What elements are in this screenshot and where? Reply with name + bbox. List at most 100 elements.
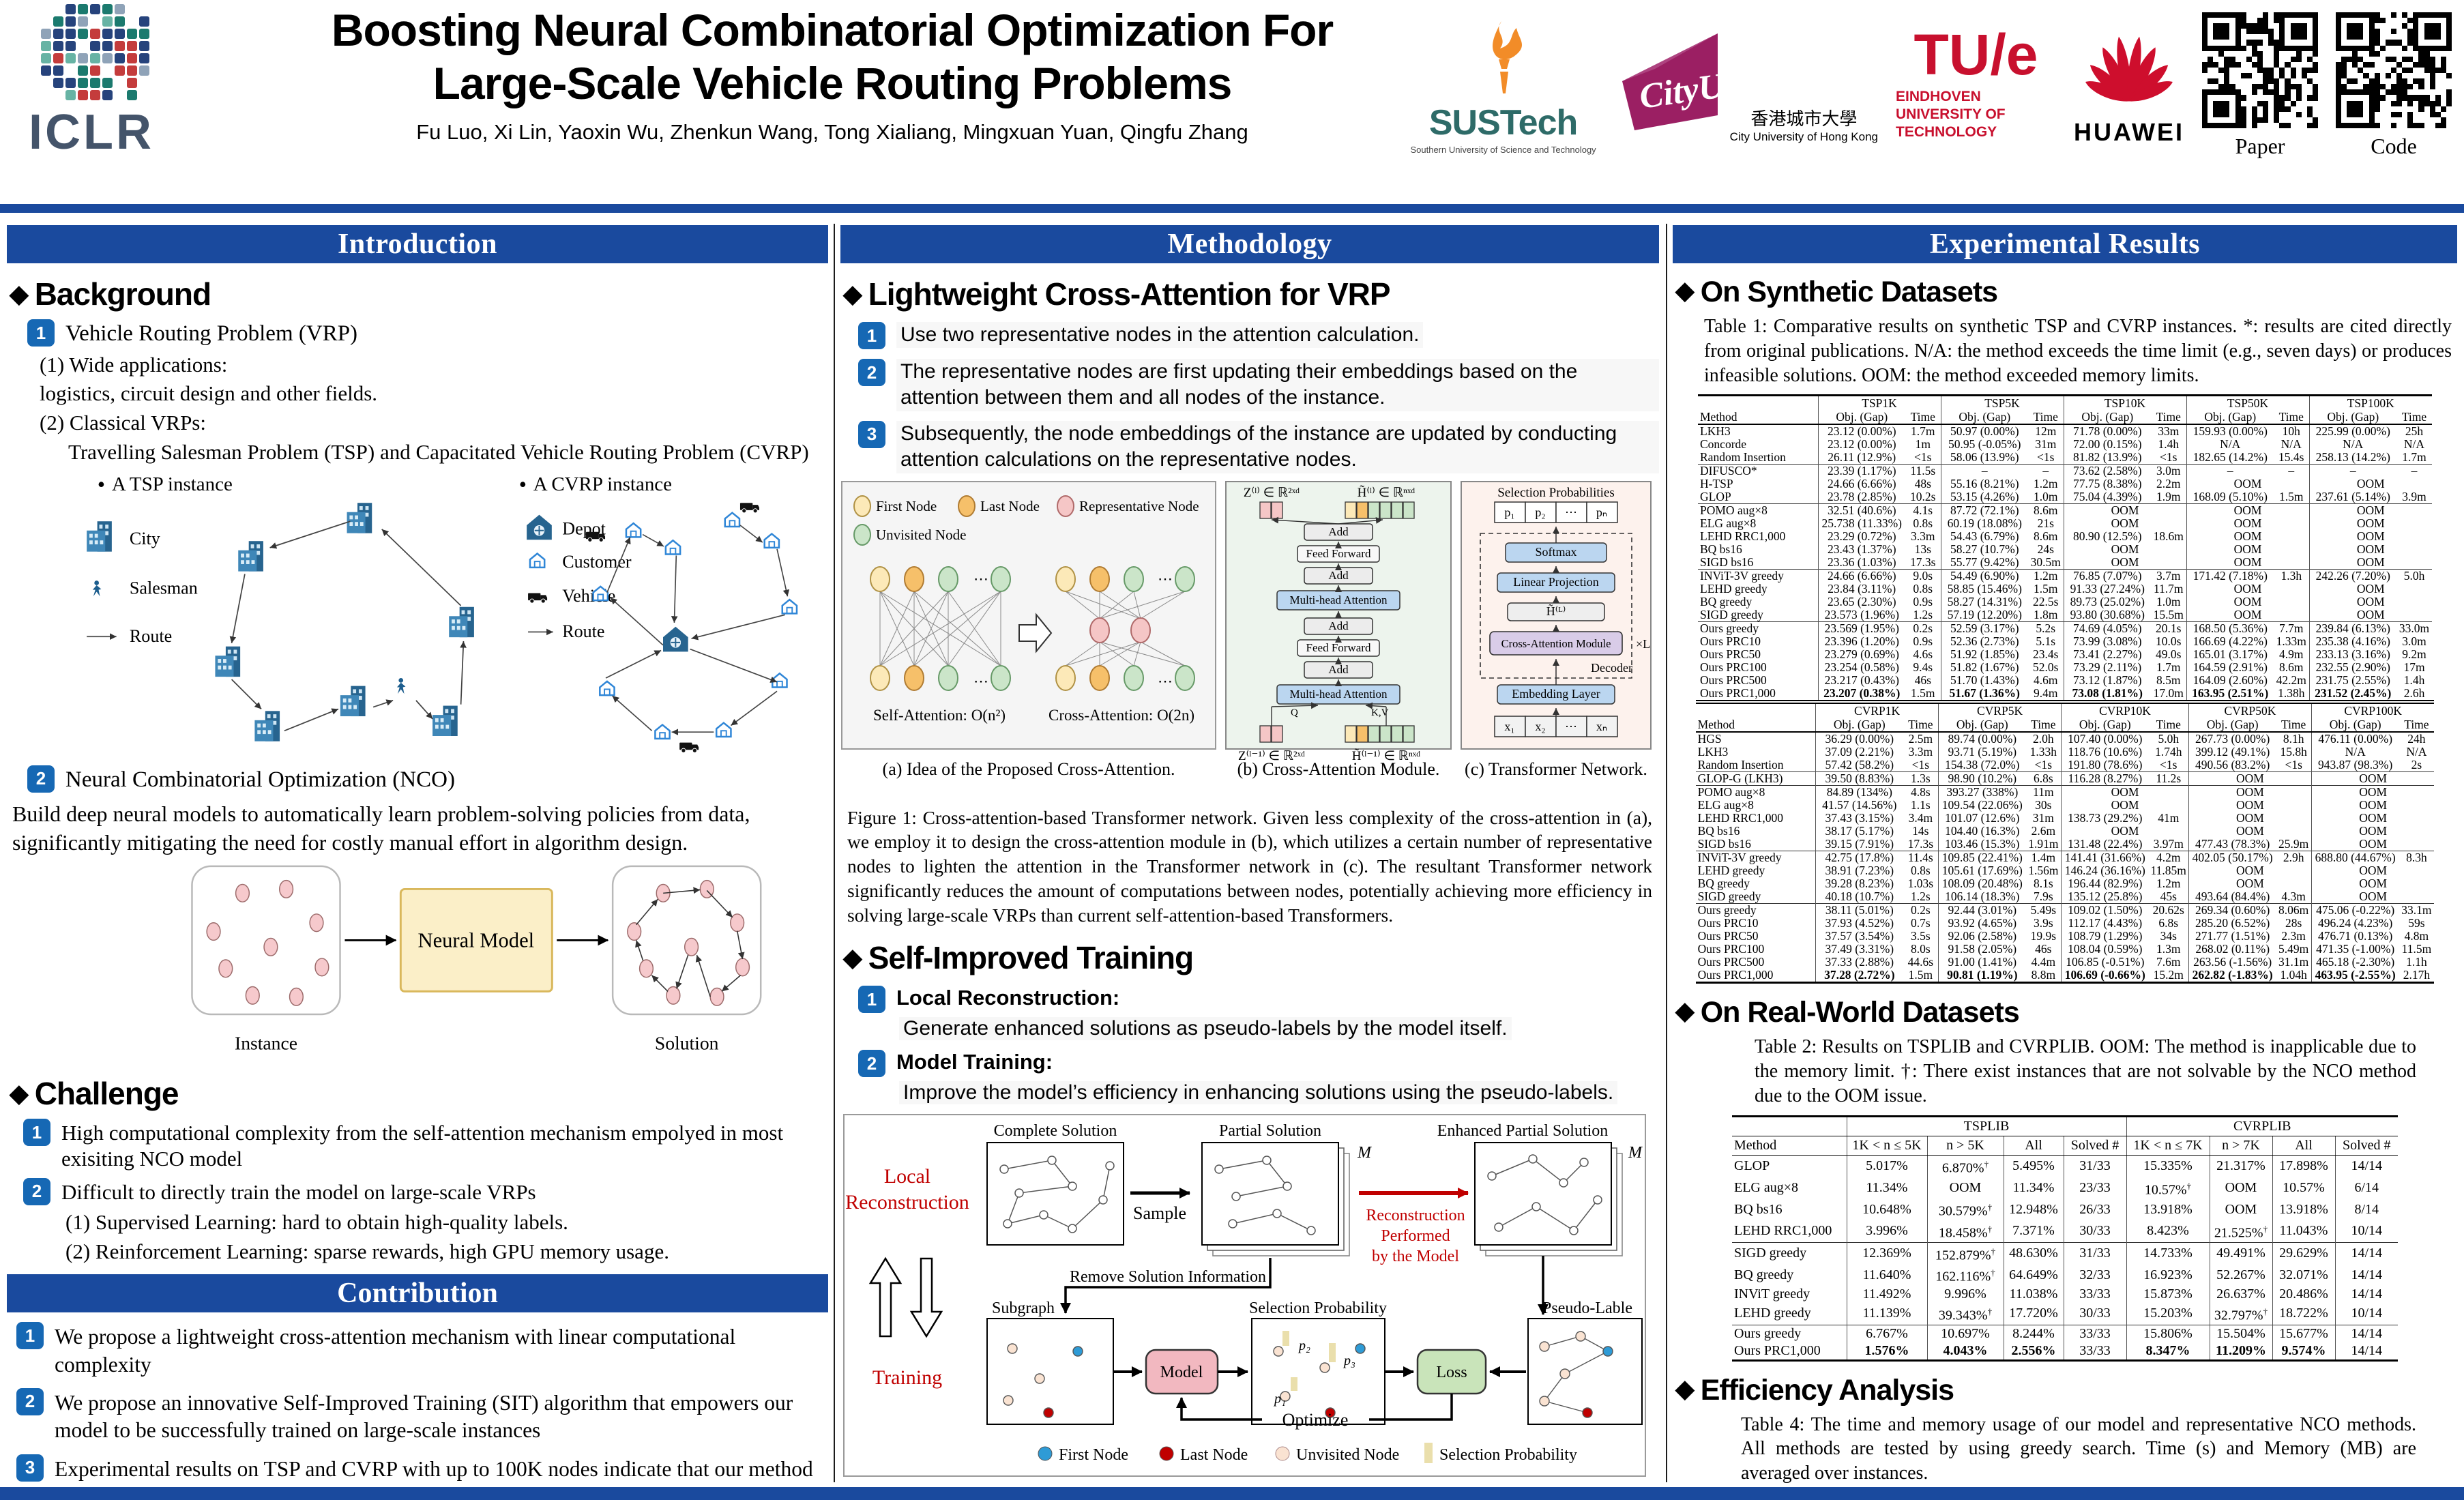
table-row: GLOP 5.017% 6.870%† 5.495% 31/33 15.335% 21.31… xyxy=(1732,1155,2398,1177)
iclr-logo-text: ICLR xyxy=(29,105,154,160)
local-label: Local xyxy=(884,1165,930,1188)
poster-title-line2: Large-Scale Vehicle Routing Problems xyxy=(432,57,1233,108)
challenge-2: 2 Difficult to directly train the model … xyxy=(23,1177,828,1205)
m-label-2: M xyxy=(1628,1144,1643,1162)
diamond-icon: ◆ xyxy=(10,280,29,308)
table-row: Ours PRC500 37.33 (2.88%) 44.6s 91.00 (1.41… xyxy=(1697,956,2427,969)
table-row: POMO aug×8 32.51 (40.6%) 4.1s 87.72 (72.1%)… xyxy=(1698,503,2432,518)
affiliation-logos: SUSTech Southern University of Science a… xyxy=(1410,12,2452,159)
badge-1: 1 xyxy=(23,1119,50,1147)
table-row: SIGD greedy 12.369% 152.879%† 48.630% 31/33 1… xyxy=(1732,1241,2398,1265)
table-row: GLOP-G (LKH3) 39.50 (8.83%) 1.3s 98.90 (10.… xyxy=(1695,771,2435,786)
m-label-1: M xyxy=(1357,1144,1373,1162)
fig1a-subcaption: (a) Idea of the Proposed Cross-Attention… xyxy=(883,759,1175,779)
svg-text:pₙ: pₙ xyxy=(1596,505,1607,519)
table-row: ELG aug×8 25.738 (11.33%) 0.8s 60.19 (18.08… xyxy=(1698,517,2432,531)
table-row: Ours PRC100 23.254 (0.58%) 9.4s 51.82 (1.67… xyxy=(1700,661,2425,675)
table2-caption: Table 2: Results on TSPLIB and CVRPLIB. … xyxy=(1755,1036,2416,1107)
first-node-swatch xyxy=(853,495,871,517)
synthetic-heading: ◆ On Synthetic Datasets xyxy=(1675,276,1998,308)
badge-2: 2 xyxy=(858,1050,885,1078)
table-row: Random Insertion 26.11 (12.9%) <1s 58.06 (1… xyxy=(1700,451,2426,465)
lca-bullet-1: 1 Use two representative nodes in the at… xyxy=(858,322,1659,349)
authors: Fu Luo, Xi Lin, Yaoxin Wu, Zhenkun Wang,… xyxy=(416,119,1248,144)
badge-2: 2 xyxy=(27,765,55,793)
results-header: Experimental Results xyxy=(1673,225,2457,263)
svg-text:x₁: x₁ xyxy=(1504,720,1514,733)
sit-heading: ◆ Self-Improved Training xyxy=(843,940,1194,976)
diamond-icon: ◆ xyxy=(843,280,862,308)
wide-apps-body: logistics, circuit design and other fiel… xyxy=(40,381,378,406)
svg-text:⋯: ⋯ xyxy=(973,673,988,690)
qr-paper-label: Paper xyxy=(2235,134,2285,158)
z-top-label: Z⁽ˡ⁾ ∈ ℝ²ˣᵈ xyxy=(1244,486,1300,500)
introduction-column: Introduction ◆ Background 1 Vehicle Routi… xyxy=(7,225,828,1500)
cityu-logo: CityU 香港城市大學 City University of Hong Kon… xyxy=(1614,28,1878,144)
cityu-english-name: City University of Hong Kong xyxy=(1729,130,1878,143)
methodology-column: Methodology ◆ Lightweight Cross-Attention… xyxy=(840,225,1659,1500)
table-row: BQ bs16 23.43 (1.37%) 13s 58.27 (10.7%) 24s O… xyxy=(1698,543,2432,557)
badge-3: 3 xyxy=(858,420,885,448)
z-bot-label: Z⁽ˡ⁻¹⁾ ∈ ℝ²ˣᵈ xyxy=(1238,749,1305,763)
bottom-bar xyxy=(0,1487,2464,1500)
tsp-graph xyxy=(215,502,474,741)
tsp-legend-route: Route xyxy=(130,626,172,646)
realworld-heading: ◆ On Real-World Datasets xyxy=(1675,996,2020,1029)
tue-logo: TU/e EINDHOVEN UNIVERSITY OF TECHNOLOGY xyxy=(1896,23,2056,141)
tue-name: TU/e xyxy=(1913,23,2038,87)
table-row: SIGD greedy 23.573 (1.96%) 1.2s 57.19 (12.2… xyxy=(1698,608,2432,622)
table1: TSP1K TSP5K TSP10K TSP50K TSP100K Method Obj. … xyxy=(1673,394,2457,984)
contribution-header: Contribution xyxy=(7,1274,828,1313)
sustech-name: SUSTech xyxy=(1428,102,1578,143)
table-row: Ours PRC100 37.49 (3.31%) 8.0s 91.58 (2.05%… xyxy=(1697,943,2432,956)
table-row: Random Insertion 57.42 (58.2%) <1s 154.38 (… xyxy=(1697,759,2422,772)
badge-1: 1 xyxy=(858,322,885,349)
tsp-legend-salesman: Salesman xyxy=(130,578,198,598)
classical-body: Travelling Salesman Problem (TSP) and Ca… xyxy=(68,439,809,464)
cityu-chinese-name: 香港城市大學 xyxy=(1750,108,1858,129)
table2-grid: TSPLIB CVRPLIB Method 1K < n ≤ 5K n > 5K All S… xyxy=(1732,1115,2398,1362)
sit-text-1: Generate enhanced solutions as pseudo-la… xyxy=(899,1017,1512,1041)
badge-2: 2 xyxy=(858,359,885,386)
table-row: LEHD RRC1,000 23.29 (0.72%) 3.3m 54.43 (6.7… xyxy=(1698,530,2432,544)
table2: TSPLIB CVRPLIB Method 1K < n ≤ 5K n > 5K All S… xyxy=(1673,1115,2457,1362)
model-box-label: Model xyxy=(1160,1364,1203,1381)
fig1c-subcaption: (c) Transformer Network. xyxy=(1465,759,1647,779)
svg-text:Add: Add xyxy=(1328,569,1349,582)
nco-paragraph: Build deep neural models to automaticall… xyxy=(12,802,750,855)
svg-text:Linear Projection: Linear Projection xyxy=(1513,575,1598,589)
badge-2: 2 xyxy=(23,1177,50,1205)
last-node-swatch xyxy=(958,495,976,517)
tsp-legend-city: City xyxy=(130,529,160,548)
table-row: Concorde 23.12 (0.00%) 1m 50.95 (-0.05%) 31m… xyxy=(1700,438,2425,452)
optimize-label: Optimize xyxy=(1282,1410,1349,1430)
decoder-label: Decoder xyxy=(1591,661,1632,675)
training-label: Training xyxy=(872,1366,942,1389)
svg-text:p₁: p₁ xyxy=(1504,505,1514,519)
svg-text:Add: Add xyxy=(1328,663,1349,676)
contribution-2: 2 We propose an innovative Self-Improved… xyxy=(16,1387,828,1445)
sustech-logo: SUSTech Southern University of Science a… xyxy=(1410,17,1596,155)
tsp-instance-title: A TSP instance xyxy=(112,473,233,495)
challenge-heading: ◆ Challenge xyxy=(10,1076,179,1112)
challenge-sub1: (1) Supervised Learning: hard to obtain … xyxy=(65,1209,568,1234)
methodology-header: Methodology xyxy=(840,225,1659,263)
cvrp-legend-route: Route xyxy=(562,621,604,641)
fig2-legend-unvisited: Unvisited Node xyxy=(1296,1446,1399,1464)
table-row: Ours greedy 6.767% 10.697% 8.244% 33/33 15.80… xyxy=(1732,1324,2398,1342)
table-row: BQ greedy 39.28 (8.23%) 1.03s 108.09 (20.48… xyxy=(1696,877,2435,891)
table-row: Ours PRC1,000 1.576% 4.043% 2.556% 33/33 8.34… xyxy=(1732,1342,2398,1362)
diamond-icon: ◆ xyxy=(1675,276,1695,304)
table-row: INViT-3V greedy 42.75 (17.8%) 11.4s 109.85 … xyxy=(1695,851,2435,865)
fig1-legend-rep: Representative Node xyxy=(1079,498,1199,514)
table-row: SIGD bs16 39.15 (7.91%) 17.3s 103.46 (15.3%… xyxy=(1696,838,2435,851)
results-column: Experimental Results ◆ On Synthetic Datas… xyxy=(1673,225,2457,1500)
svg-text:p₁: p₁ xyxy=(1273,1392,1286,1407)
figure-2: Local Reconstruction Training Complete S… xyxy=(843,1114,1646,1477)
tue-subtitle: EINDHOVEN UNIVERSITY OF TECHNOLOGY xyxy=(1896,88,2006,141)
table4-caption: Table 4: The time and memory usage of ou… xyxy=(1741,1413,2416,1484)
sustech-subtitle: Southern University of Science and Techn… xyxy=(1410,144,1596,155)
lca-heading: ◆ Lightweight Cross-Attention for VRP xyxy=(843,276,1391,312)
recon-label-1: Reconstruction xyxy=(1366,1207,1465,1224)
